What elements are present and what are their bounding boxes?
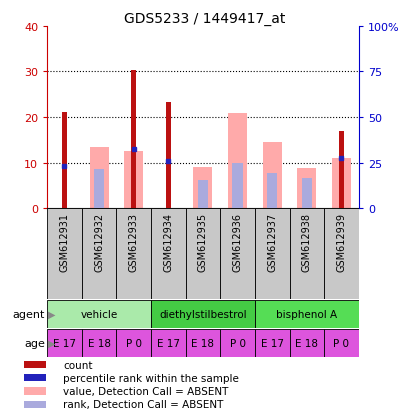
Text: E 17: E 17 [157,338,180,348]
Bar [254,209,289,299]
Text: GSM612935: GSM612935 [198,212,207,271]
Bar [116,209,151,299]
Bar [94,170,104,209]
Bar [185,209,220,299]
Bar [89,147,108,209]
Bar [197,180,208,209]
Bar [331,159,350,209]
Bar [254,329,289,357]
Bar [151,329,185,357]
Text: GSM612934: GSM612934 [163,212,173,271]
Bar [289,329,324,357]
Bar [266,173,277,209]
Bar [324,209,358,299]
Bar [220,209,254,299]
Bar [262,143,281,209]
Text: GSM612931: GSM612931 [59,212,69,271]
Bar [81,209,116,299]
Text: age: age [24,338,45,348]
Text: GSM612938: GSM612938 [301,212,311,271]
Bar [297,169,316,209]
Bar [124,152,143,209]
Bar [151,300,254,328]
Text: P 0: P 0 [229,338,245,348]
Bar [81,329,116,357]
Bar [24,361,45,368]
Text: percentile rank within the sample: percentile rank within the sample [63,373,238,383]
Text: ▶: ▶ [48,309,55,319]
Bar [232,164,242,209]
Bar [324,329,358,357]
Text: bisphenol A: bisphenol A [276,309,337,319]
Text: E 18: E 18 [191,338,214,348]
Text: GSM612932: GSM612932 [94,212,104,271]
Text: GSM612937: GSM612937 [267,212,276,271]
Bar [24,387,45,395]
Bar [24,401,45,408]
Text: E 17: E 17 [53,338,76,348]
Bar [227,114,247,209]
Text: agent: agent [13,309,45,319]
Text: E 18: E 18 [294,338,317,348]
Text: E 17: E 17 [260,338,283,348]
Bar [47,300,151,328]
Bar [151,209,185,299]
Text: rank, Detection Call = ABSENT: rank, Detection Call = ABSENT [63,399,223,409]
Text: diethylstilbestrol: diethylstilbestrol [159,309,246,319]
Text: count: count [63,360,92,370]
Bar [220,329,254,357]
Text: vehicle: vehicle [80,309,117,319]
Bar [289,209,324,299]
Text: P 0: P 0 [126,338,142,348]
Bar [254,300,358,328]
Bar [47,329,81,357]
Bar [47,209,81,299]
Bar [301,179,311,209]
Bar [116,329,151,357]
Bar [193,168,212,209]
Text: P 0: P 0 [333,338,348,348]
Text: GSM612933: GSM612933 [128,212,138,271]
Text: value, Detection Call = ABSENT: value, Detection Call = ABSENT [63,386,228,396]
Bar [338,131,343,209]
Bar [131,71,136,209]
Text: ▶: ▶ [48,338,55,348]
Bar [62,113,67,209]
Bar [185,329,220,357]
Bar [166,103,170,209]
Bar [24,374,45,382]
Text: GDS5233 / 1449417_at: GDS5233 / 1449417_at [124,12,285,26]
Text: GSM612939: GSM612939 [336,212,346,271]
Text: E 18: E 18 [88,338,110,348]
Text: GSM612936: GSM612936 [232,212,242,271]
